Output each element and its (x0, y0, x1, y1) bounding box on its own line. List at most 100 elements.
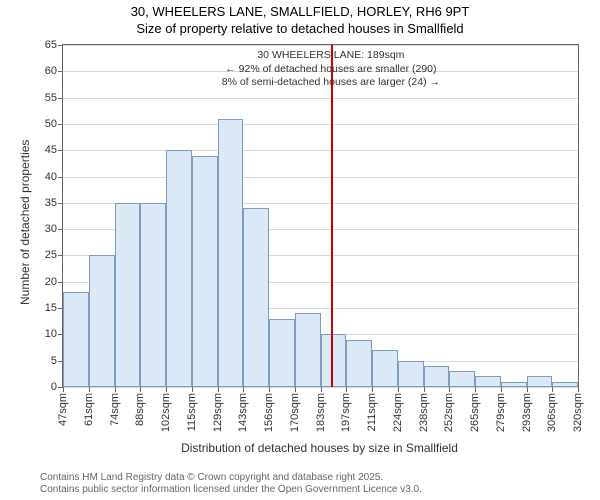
ytick-mark (58, 229, 63, 230)
xtick-mark (398, 387, 399, 392)
xtick-label: 183sqm (315, 393, 327, 432)
annotation-line-2: ← 92% of detached houses are smaller (29… (222, 63, 440, 77)
xtick-mark (140, 387, 141, 392)
xtick-label: 115sqm (186, 393, 198, 431)
xtick-mark (578, 387, 579, 392)
ytick-mark (58, 255, 63, 256)
ytick-label: 35 (45, 197, 57, 209)
xtick-label: 197sqm (340, 393, 352, 432)
xtick-mark (166, 387, 167, 392)
histogram-bar (424, 366, 450, 387)
histogram-bar (346, 340, 372, 387)
xtick-label: 170sqm (289, 393, 301, 432)
histogram-bar (115, 203, 141, 387)
ytick-label: 45 (45, 144, 57, 156)
plot-area: 0510152025303540455055606547sqm61sqm74sq… (62, 44, 579, 388)
xtick-label: 211sqm (366, 393, 378, 431)
xtick-mark (424, 387, 425, 392)
histogram-bar (140, 203, 166, 387)
ytick-label: 25 (45, 249, 57, 261)
ytick-label: 30 (45, 223, 57, 235)
xtick-mark (372, 387, 373, 392)
xtick-label: 306sqm (546, 393, 558, 432)
xtick-mark (449, 387, 450, 392)
gridline (63, 98, 578, 99)
xtick-mark (89, 387, 90, 392)
xtick-label: 224sqm (392, 393, 404, 432)
xtick-mark (501, 387, 502, 392)
xtick-label: 74sqm (109, 393, 121, 426)
xtick-mark (115, 387, 116, 392)
histogram-bar (552, 382, 578, 387)
xtick-mark (346, 387, 347, 392)
histogram-bar (166, 150, 192, 387)
annotation-line-3: 8% of semi-detached houses are larger (2… (222, 76, 440, 90)
ytick-label: 20 (45, 276, 57, 288)
histogram-bar (192, 156, 218, 388)
histogram-bar (321, 334, 347, 387)
title-line-1: 30, WHEELERS LANE, SMALLFIELD, HORLEY, R… (0, 4, 600, 21)
xtick-label: 265sqm (469, 393, 481, 432)
ytick-mark (58, 177, 63, 178)
ytick-mark (58, 124, 63, 125)
gridline (63, 45, 578, 46)
chart-title: 30, WHEELERS LANE, SMALLFIELD, HORLEY, R… (0, 4, 600, 38)
ytick-label: 40 (45, 171, 57, 183)
histogram-bar (269, 319, 295, 387)
xtick-label: 129sqm (212, 393, 224, 432)
footer-line-2: Contains public sector information licen… (40, 484, 422, 496)
ytick-label: 50 (45, 118, 57, 130)
histogram-bar (501, 382, 527, 387)
histogram-bar (449, 371, 475, 387)
ytick-label: 60 (45, 65, 57, 77)
title-line-2: Size of property relative to detached ho… (0, 21, 600, 38)
ytick-mark (58, 45, 63, 46)
xtick-mark (63, 387, 64, 392)
ytick-label: 0 (51, 381, 57, 393)
reference-line (331, 45, 333, 387)
ytick-label: 5 (51, 355, 57, 367)
ytick-label: 55 (45, 92, 57, 104)
xtick-label: 61sqm (83, 393, 95, 426)
xtick-label: 102sqm (160, 393, 172, 432)
ytick-label: 10 (45, 328, 57, 340)
xtick-label: 238sqm (418, 393, 430, 432)
gridline (63, 124, 578, 125)
footer-attribution: Contains HM Land Registry data © Crown c… (40, 472, 422, 496)
reference-annotation: 30 WHEELERS LANE: 189sqm← 92% of detache… (222, 49, 440, 90)
gridline (63, 150, 578, 151)
xtick-mark (527, 387, 528, 392)
histogram-bar (243, 208, 269, 387)
xtick-label: 156sqm (263, 393, 275, 432)
histogram-bar (398, 361, 424, 387)
xtick-label: 320sqm (572, 393, 584, 432)
xtick-mark (321, 387, 322, 392)
xtick-mark (192, 387, 193, 392)
xtick-label: 293sqm (521, 393, 533, 432)
ytick-label: 15 (45, 302, 57, 314)
ytick-mark (58, 98, 63, 99)
xtick-label: 47sqm (57, 393, 69, 426)
annotation-line-1: 30 WHEELERS LANE: 189sqm (222, 49, 440, 63)
ytick-mark (58, 203, 63, 204)
histogram-bar (63, 292, 89, 387)
xtick-mark (552, 387, 553, 392)
xtick-mark (243, 387, 244, 392)
xtick-mark (218, 387, 219, 392)
gridline (63, 177, 578, 178)
xtick-label: 252sqm (443, 393, 455, 432)
histogram-bar (475, 376, 501, 387)
ytick-mark (58, 71, 63, 72)
ytick-mark (58, 150, 63, 151)
xtick-mark (295, 387, 296, 392)
histogram-bar (218, 119, 244, 387)
ytick-label: 65 (45, 39, 57, 51)
histogram-bar (89, 255, 115, 387)
xtick-label: 88sqm (134, 393, 146, 426)
histogram-bar (527, 376, 553, 387)
xtick-mark (475, 387, 476, 392)
histogram-bar (295, 313, 321, 387)
xtick-label: 143sqm (237, 393, 249, 432)
xtick-label: 279sqm (495, 393, 507, 432)
chart-container: 30, WHEELERS LANE, SMALLFIELD, HORLEY, R… (0, 0, 600, 500)
